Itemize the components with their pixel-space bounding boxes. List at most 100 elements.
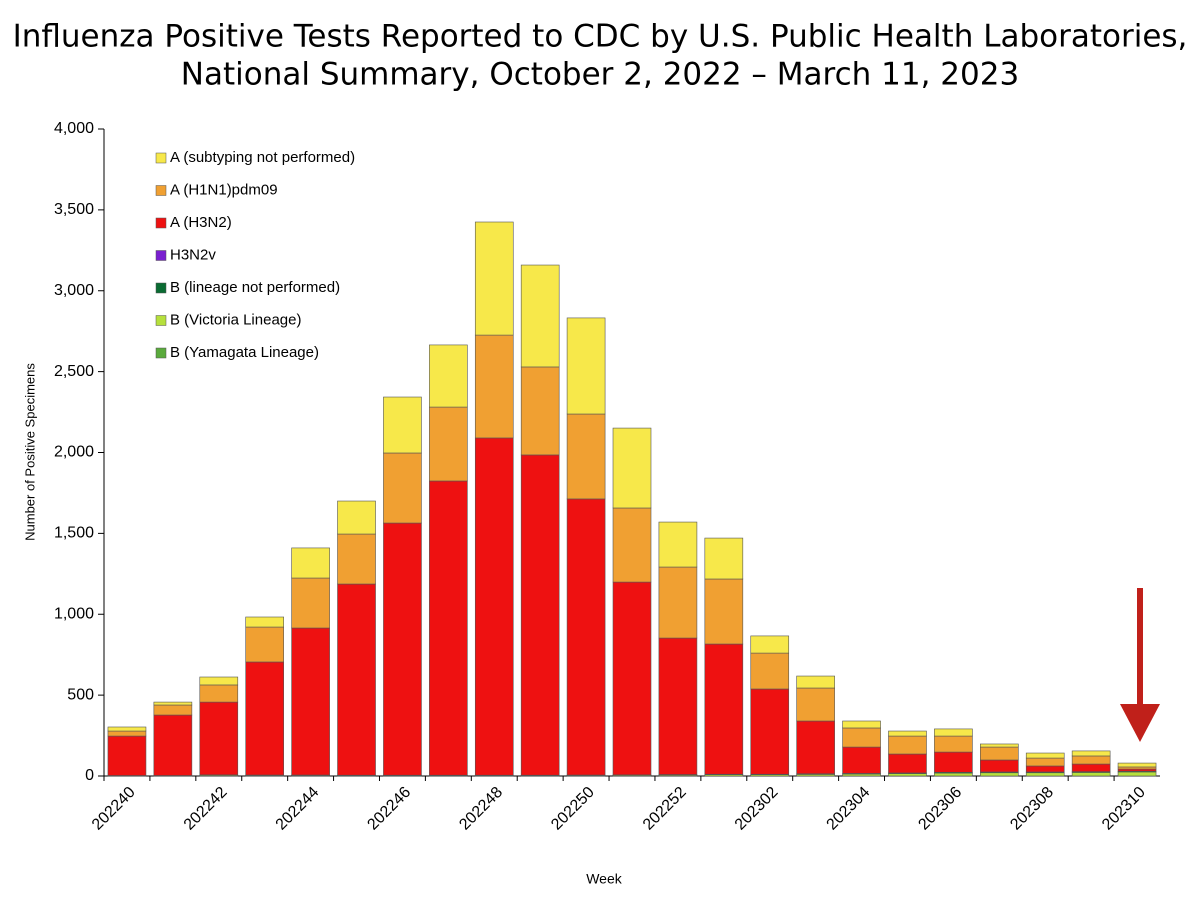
bar-segment [1071,772,1111,777]
y-tick-label: 500 [67,686,94,703]
legend-label: A (subtyping not performed) [170,149,355,166]
bar-segment [153,704,193,716]
bar-segment [980,743,1019,748]
bar-segment [980,759,1019,773]
legend-label: H3N2v [170,246,216,263]
legend-label: B (lineage not performed) [170,279,340,296]
y-tick-label: 0 [85,767,94,784]
bar-segment [291,547,330,579]
x-tick-label: 202306 [915,784,965,834]
bar-segment [520,366,560,456]
bar-segment [429,344,468,408]
bar-segment [566,317,606,415]
bar-segment [704,537,744,580]
bar-segment [658,521,698,568]
bar-segment [842,720,881,729]
x-axis-title: Week [586,871,623,887]
legend-swatch [155,185,167,196]
bar-segment [704,643,744,775]
bar-segment [658,566,698,639]
y-axis-title: Number of Positive Specimens [22,363,37,541]
bar-segment [474,437,514,776]
bar-segment [107,730,147,737]
bar-segment [107,735,147,776]
bar-segment [888,753,927,774]
bar-segment [566,498,606,776]
legend-swatch [155,250,167,261]
bar-segment [474,334,514,439]
bar-segment [153,714,193,776]
bar-segment [888,773,927,777]
chart-title: Influenza Positive Tests Reported to CDC… [13,19,1188,55]
legend-swatch [155,217,167,229]
bar-segment [796,720,835,775]
bar-segment [934,735,973,753]
bar-segment [704,578,744,645]
bar-segment [291,577,330,629]
bar-segment [474,221,514,336]
bar-segment [429,480,468,776]
bar-segment [888,735,927,755]
bar-segment [1117,768,1157,772]
x-tick-label: 202308 [1007,784,1057,834]
bar-segment [199,684,239,703]
bar-segment [291,627,330,776]
legend-swatch [155,282,167,294]
bar-segment [199,676,239,686]
x-tick-label: 202250 [548,784,598,834]
y-tick-label: 4,000 [54,120,94,137]
bar-segment [612,427,652,509]
bar-segment [153,701,193,706]
bar-segment [383,452,422,524]
bar-segment [842,727,881,748]
bar-segment [245,661,284,776]
bar-segment [796,687,835,722]
y-tick-label: 2,000 [54,444,94,461]
bar-segment [658,637,698,775]
bar-segment [520,454,560,776]
y-tick-label: 2,500 [54,363,94,380]
bar-segment [337,500,376,535]
bar-segment [1117,771,1157,777]
arrow-head [1120,704,1160,742]
bar-segment [888,730,927,737]
x-tick-label: 202244 [273,784,323,834]
y-tick-label: 1,000 [54,605,94,622]
bar-segment [245,616,284,628]
bar-segment [1071,763,1111,772]
bar-segment [612,581,652,776]
bar-segment [383,396,422,454]
bar-segment [612,507,652,583]
bar-segment [934,772,973,777]
bar-segment [1117,762,1157,768]
bar-segment [107,726,147,732]
bar-segment [337,583,376,776]
x-tick-label: 202304 [824,784,874,834]
bar-segment [1025,772,1065,777]
legend-swatch [155,315,167,326]
x-tick-label: 202240 [89,784,139,834]
bar-segment [245,626,284,663]
bar-segment [337,533,376,585]
bar-segment [1025,757,1065,767]
legend-swatch [155,152,167,164]
bar-segment [1025,765,1065,773]
bar-segment [566,413,606,500]
bar-segment [1071,755,1111,765]
legend-label: B (Yamagata Lineage) [170,344,319,361]
legend-label: A (H1N1)pdm09 [170,181,278,198]
legend-swatch [155,347,167,359]
y-tick-label: 3,000 [54,282,94,299]
x-tick-label: 202302 [732,784,782,834]
x-tick-label: 202252 [640,784,690,834]
bar-segment [842,746,881,774]
bar-segment [796,675,835,689]
x-tick-label: 202242 [181,784,231,834]
bar-segment [1025,752,1065,759]
y-tick-label: 1,500 [54,525,94,542]
x-tick-label: 202246 [364,784,414,834]
x-tick-label: 202248 [456,784,506,834]
bar-segment [1117,766,1157,770]
